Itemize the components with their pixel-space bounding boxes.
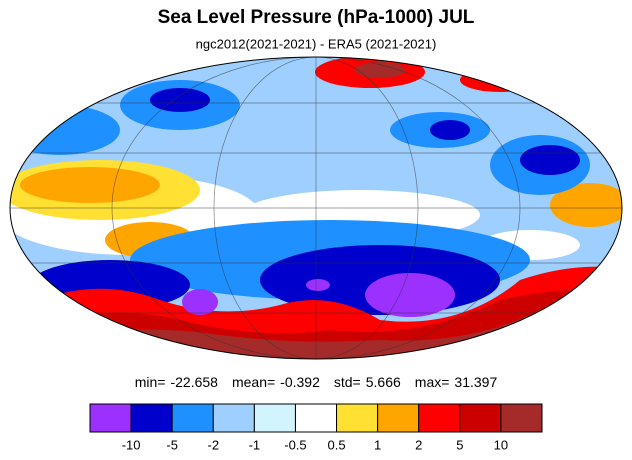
colorbar-label: -5: [166, 437, 178, 452]
colorbar-box: [294, 403, 338, 433]
colorbar-box: [253, 403, 296, 433]
stat-label: max=: [415, 374, 450, 390]
colorbar-box: [459, 403, 502, 433]
stat-label: min=: [135, 374, 166, 390]
stat-value: -0.392: [280, 374, 320, 390]
stat-value: 31.397: [454, 374, 497, 390]
colorbar-label: -2: [207, 437, 219, 452]
stat-label: mean=: [232, 374, 275, 390]
stat-label: std=: [334, 374, 361, 390]
colorbar-box: [336, 403, 379, 433]
colorbar-box: [377, 403, 420, 433]
colorbar-label: 0.5: [328, 437, 346, 452]
colorbar-box: [171, 403, 214, 433]
colorbar-label: 10: [494, 437, 508, 452]
colorbar-box: [212, 403, 255, 433]
colorbar-label: -0.5: [284, 437, 306, 452]
subtitle: ngc2012(2021-2021) - ERA5 (2021-2021): [196, 36, 437, 51]
colorbar-label: 2: [415, 437, 422, 452]
title: Sea Level Pressure (hPa-1000) JUL: [158, 7, 475, 28]
colorbar-box: [500, 403, 543, 433]
colorbar-label: 1: [374, 437, 381, 452]
colorbar-label: 5: [456, 437, 463, 452]
stat-value: -22.658: [170, 374, 218, 390]
stat-value: 5.666: [366, 374, 401, 390]
stats: min= -22.658 mean= -0.392 std= 5.666 max= 31.39…: [135, 374, 498, 390]
colorbar-label: -10: [122, 437, 141, 452]
map-outline: [9, 56, 623, 360]
colorbar-box: [130, 403, 173, 433]
map: [10, 57, 622, 359]
colorbar-box: [89, 403, 132, 433]
colorbar-box: [418, 403, 461, 433]
colorbar-label: -1: [249, 437, 261, 452]
